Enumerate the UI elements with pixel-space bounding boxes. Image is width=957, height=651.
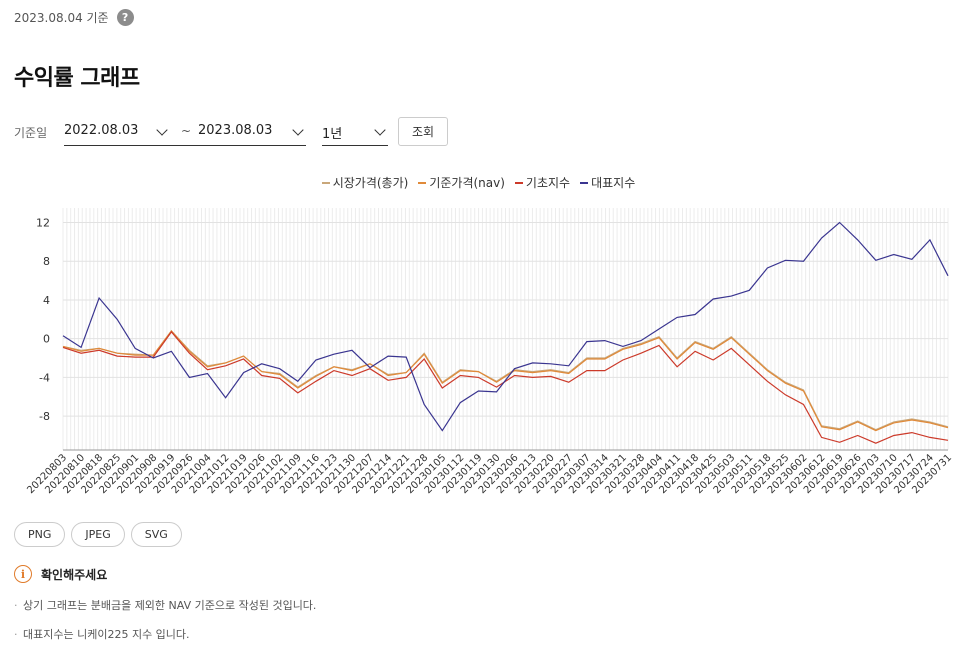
end-date-value: 2023.08.03 <box>198 123 273 138</box>
date-filter: 기준일 2022.08.03 ~ 2023.08.03 1년 조회 <box>14 117 514 147</box>
notice-item: · 대표지수는 니케이225 지수 입니다. <box>14 628 190 641</box>
start-date-value: 2022.08.03 <box>64 123 139 138</box>
legend-marker <box>321 181 330 184</box>
as-of-date: 2023.08.04 기준 ? <box>14 9 134 26</box>
chevron-down-icon <box>292 124 304 136</box>
y-tick-label: 12 <box>36 217 50 230</box>
series-line <box>62 329 949 431</box>
chevron-down-icon <box>156 124 168 136</box>
page-title: 수익률 그래프 <box>14 66 140 91</box>
help-icon[interactable]: ? <box>116 9 134 26</box>
filter-label: 기준일 <box>14 126 48 140</box>
legend-marker <box>418 181 427 184</box>
notice-heading: i 확인해주세요 <box>14 565 107 583</box>
chart-legend: 시장가격(총가) 기준가격(nav) 기초지수 대표지수 <box>0 174 957 191</box>
notice-title: 확인해주세요 <box>41 567 108 582</box>
legend-label: 기초지수 <box>525 176 571 190</box>
legend-item-representative-index[interactable]: 대표지수 <box>580 174 635 191</box>
info-icon: i <box>14 565 32 583</box>
series-line <box>62 330 949 444</box>
y-tick-label: 0 <box>43 333 50 346</box>
export-buttons: PNG JPEG SVG <box>14 522 182 547</box>
notice-text: 대표지수는 니케이225 지수 입니다. <box>23 628 190 641</box>
start-date-select[interactable]: 2022.08.03 <box>64 117 306 146</box>
legend-item-base-index[interactable]: 기초지수 <box>514 174 571 191</box>
date-range-tilde: ~ <box>181 124 192 138</box>
y-tick-label: 4 <box>43 294 50 307</box>
export-svg-button[interactable]: SVG <box>130 522 182 547</box>
y-tick-label: -8 <box>39 410 50 423</box>
legend-label: 시장가격(총가) <box>332 176 409 190</box>
legend-label: 기준가격(nav) <box>429 176 505 190</box>
legend-label: 대표지수 <box>591 176 636 190</box>
period-value: 1년 <box>322 127 343 142</box>
return-chart: 12840-4-82022080320220810202208182022082… <box>25 208 954 496</box>
y-tick-label: 8 <box>43 255 50 268</box>
series-line <box>62 329 949 432</box>
series-line <box>62 221 949 432</box>
period-select[interactable]: 1년 <box>322 117 388 146</box>
legend-item-nav[interactable]: 기준가격(nav) <box>418 174 505 191</box>
as-of-text: 2023.08.04 기준 <box>14 11 109 25</box>
notice-text: 상기 그래프는 분배금을 제외한 NAV 기준으로 작성된 것입니다. <box>23 599 317 612</box>
y-tick-label: -4 <box>39 371 50 384</box>
legend-item-market[interactable]: 시장가격(총가) <box>321 174 409 191</box>
legend-marker <box>580 181 589 184</box>
search-button[interactable]: 조회 <box>398 117 448 146</box>
chevron-down-icon <box>374 124 386 136</box>
end-date-select[interactable]: 2023.08.03 <box>198 117 306 146</box>
export-png-button[interactable]: PNG <box>14 522 66 547</box>
notice-item: · 상기 그래프는 분배금을 제외한 NAV 기준으로 작성된 것입니다. <box>14 599 317 612</box>
export-jpeg-button[interactable]: JPEG <box>71 522 125 547</box>
legend-marker <box>514 181 523 184</box>
